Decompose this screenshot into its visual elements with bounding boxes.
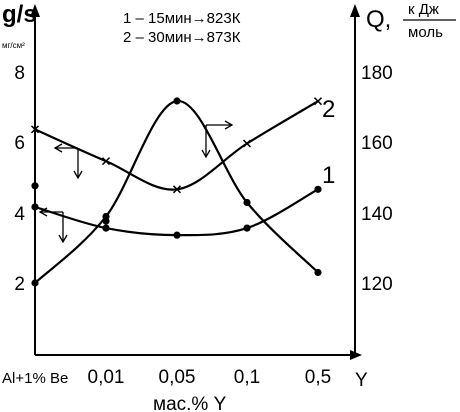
left-tick-label: 6 (14, 133, 25, 154)
data-point (242, 139, 252, 148)
arrow-head (38, 207, 48, 217)
arrow-head (201, 149, 211, 159)
arrow-head (224, 120, 234, 130)
data-point (31, 279, 39, 287)
arrow-head (73, 170, 83, 180)
x-tick-label: 0,05 (159, 367, 196, 388)
x-axis-end-label: Y (355, 370, 368, 391)
legend-entry-2: 2 – 30мин→873К (123, 29, 241, 46)
data-point (30, 125, 40, 134)
left-axis-arrow (30, 4, 40, 17)
x-tick-label: 0,01 (88, 367, 125, 388)
right-axis-arrow (350, 4, 360, 17)
data-point (101, 157, 111, 166)
right-axis-unit-denominator: моль (408, 24, 443, 41)
data-point (243, 224, 251, 232)
data-point (314, 268, 322, 277)
left-axis-unit: мг/см² (2, 41, 25, 50)
x-tick-label: 0,1 (234, 367, 260, 388)
right-tick-label: 180 (361, 63, 393, 84)
left-tick-label: 4 (14, 204, 25, 225)
axis-pointer-arrow (40, 211, 64, 242)
axis-pointer-arrow (205, 124, 232, 157)
arrow-head (58, 234, 68, 244)
data-point (102, 224, 110, 232)
right-tick-label: 160 (361, 133, 393, 154)
series-line-3 (33, 99, 320, 285)
x-axis-arrow (350, 350, 362, 360)
series-line-1 (33, 188, 320, 237)
data-point (243, 198, 251, 207)
left-axis-label: g/s (2, 1, 37, 28)
right-axis-label: Q, (366, 6, 391, 33)
data-point (31, 203, 39, 211)
axis-pointer-arrow (55, 147, 79, 178)
curve-label-1: 1 (322, 162, 335, 189)
legend-entry-1: 1 – 15мин→823К (123, 10, 241, 27)
left-tick-label: 2 (14, 274, 25, 295)
data-point (313, 97, 323, 106)
chart-marks: 2 4 6 8 120 140 160 180 Al+1% Be 0,01 0,05 0,1 0,5 (2, 63, 393, 388)
arrow-head (53, 143, 63, 153)
data-point (102, 217, 110, 225)
x-axis-label: мас.% Y (153, 394, 227, 412)
data-point (314, 185, 322, 193)
right-tick-label: 120 (361, 274, 393, 295)
data-point (172, 185, 182, 194)
x-tick-label: 0,5 (305, 367, 331, 388)
data-point (173, 97, 181, 105)
data-point (173, 231, 181, 239)
left-tick-label: 8 (14, 63, 25, 84)
data-point (31, 182, 39, 190)
curve-label-2: 2 (322, 96, 335, 123)
right-tick-label: 140 (361, 204, 393, 225)
x-tick-label: Al+1% Be (2, 370, 68, 387)
right-axis-unit-numerator: к Дж (408, 1, 439, 18)
